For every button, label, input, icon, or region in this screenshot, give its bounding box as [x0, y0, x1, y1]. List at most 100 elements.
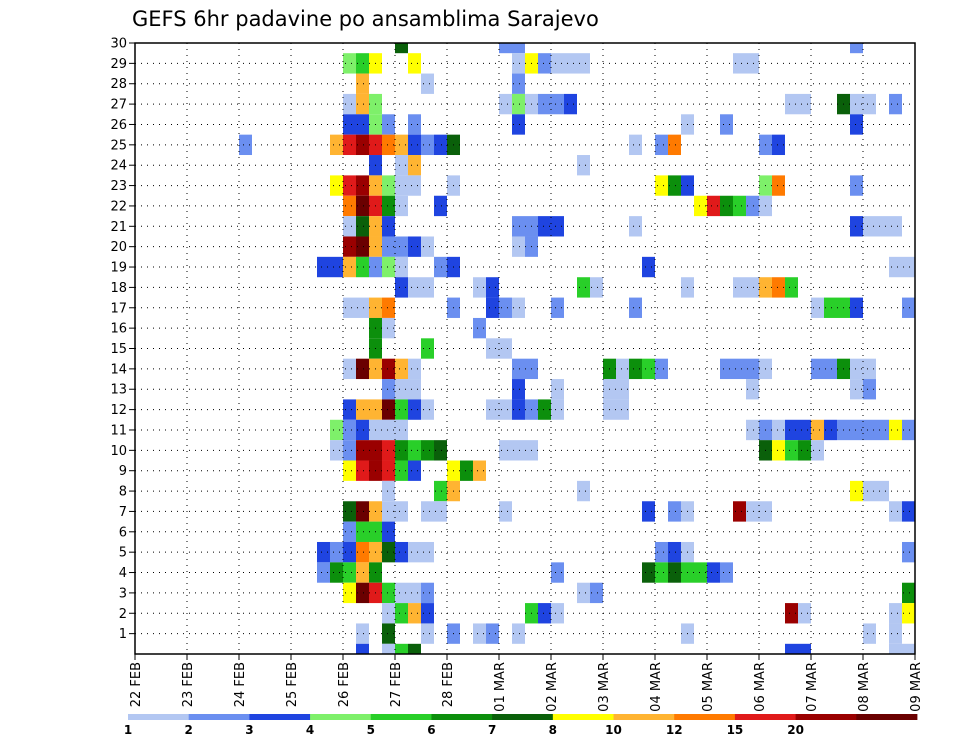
colorbar-label: 1	[124, 723, 132, 737]
heatmap-cell	[239, 134, 252, 156]
heatmap-cell	[421, 440, 434, 461]
heatmap-cell	[460, 460, 473, 481]
heatmap-cell	[642, 358, 655, 380]
heatmap-cell	[772, 419, 785, 441]
heatmap-cell	[733, 195, 746, 217]
heatmap-cell	[395, 541, 408, 563]
heatmap-cell	[343, 358, 356, 380]
heatmap-cell	[421, 134, 434, 156]
colorbar-label: 20	[787, 723, 804, 737]
heatmap-cell	[382, 603, 395, 624]
heatmap-cell	[408, 155, 421, 176]
heatmap-cell	[863, 419, 889, 441]
heatmap-cell	[408, 541, 434, 563]
heatmap-cell	[850, 114, 863, 135]
heatmap-cell	[655, 134, 668, 156]
heatmap-cell	[499, 43, 525, 54]
heatmap-cell	[902, 582, 915, 604]
heatmap-cell	[850, 379, 863, 400]
heatmap-cell	[551, 603, 564, 624]
heatmap-cell	[408, 358, 421, 380]
heatmap-cell	[902, 541, 915, 563]
heatmap-cell	[733, 53, 759, 74]
heatmap-cell	[811, 440, 824, 461]
heatmap-cell	[395, 582, 421, 604]
heatmap-cell	[863, 623, 876, 644]
colorbar-label: 15	[727, 723, 744, 737]
heatmap-cell	[577, 277, 590, 298]
colorbar-label: 4	[306, 723, 314, 737]
heatmap-cell	[317, 541, 330, 563]
heatmap-cell	[343, 195, 356, 217]
heatmap-cell	[343, 501, 356, 522]
heatmap-cell	[395, 440, 408, 461]
heatmap-cell	[343, 114, 369, 135]
heatmap-cell	[356, 623, 369, 644]
heatmap-cell	[356, 53, 369, 74]
heatmap-cell	[629, 216, 642, 237]
dotted-grid	[135, 43, 915, 654]
heatmap-cell	[343, 256, 356, 278]
y-tick-label: 29	[110, 57, 127, 72]
heatmap-cell	[382, 358, 395, 380]
heatmap-cell	[889, 93, 902, 115]
y-tick-label: 28	[110, 77, 127, 92]
x-tick-label: 27 FEB	[389, 662, 404, 707]
heatmap-cell	[850, 93, 876, 115]
heatmap-cell	[785, 93, 811, 115]
heatmap-cell	[382, 114, 395, 135]
heatmap-cell	[408, 53, 421, 74]
heatmap-cell	[655, 175, 668, 196]
heatmap-cell	[746, 419, 759, 441]
heatmap-cell	[356, 460, 369, 481]
heatmap-cell	[512, 297, 525, 318]
y-tick-label: 1	[119, 627, 127, 642]
heatmap-cell	[889, 256, 915, 278]
heatmap-cell	[577, 155, 590, 176]
heatmap-cell	[902, 501, 915, 522]
heatmap-cell	[512, 53, 525, 74]
heatmap-cell	[720, 114, 733, 135]
heatmap-cell	[577, 582, 590, 604]
heatmap-cell	[850, 480, 863, 502]
colorbar: 1 2 3 4 5 6 7 8 10 12 15 20	[124, 714, 918, 737]
heatmap-cell	[343, 562, 356, 583]
heatmap-cell	[551, 53, 590, 74]
heatmap-cell	[356, 73, 369, 94]
colorbar-swatch	[492, 714, 554, 720]
heatmap-cell	[382, 582, 395, 604]
y-tick-label: 22	[110, 199, 127, 214]
heatmap-cell	[499, 297, 512, 318]
heatmap-cell	[486, 623, 499, 644]
y-tick-label: 2	[119, 607, 127, 622]
colorbar-swatch	[310, 714, 372, 720]
heatmap-cell	[356, 195, 369, 217]
heatmap-cell	[577, 480, 590, 502]
x-tick-label: 04 MAR	[649, 662, 664, 712]
heatmap-cell	[655, 358, 668, 380]
chart-title: GEFS 6hr padavine po ansamblima Sarajevo	[132, 7, 599, 31]
heatmap-cell	[798, 440, 811, 461]
heatmap-cell	[421, 623, 434, 644]
heatmap-cell	[642, 501, 655, 522]
heatmap-cell	[785, 643, 811, 654]
heatmap-cell	[785, 440, 798, 461]
x-tick-label: 09 MAR	[909, 662, 924, 712]
heatmap-cell	[668, 175, 681, 196]
heatmap-cell	[668, 134, 681, 156]
heatmap-cell	[382, 541, 395, 563]
y-tick-label: 13	[110, 383, 127, 398]
y-tick-label: 16	[110, 322, 127, 337]
heatmap-cell	[356, 501, 369, 522]
colorbar-label: 5	[367, 723, 375, 737]
heatmap-cell	[343, 419, 356, 441]
heatmap-cell	[863, 216, 902, 237]
heatmap-cell	[421, 501, 447, 522]
heatmap-cell	[850, 175, 863, 196]
colorbar-swatch	[795, 714, 857, 720]
heatmap-cell	[343, 297, 369, 318]
heatmap-cell	[564, 93, 577, 115]
heatmap-cell	[408, 114, 421, 135]
y-tick-label: 17	[110, 301, 127, 316]
heatmap-cell	[356, 134, 369, 156]
